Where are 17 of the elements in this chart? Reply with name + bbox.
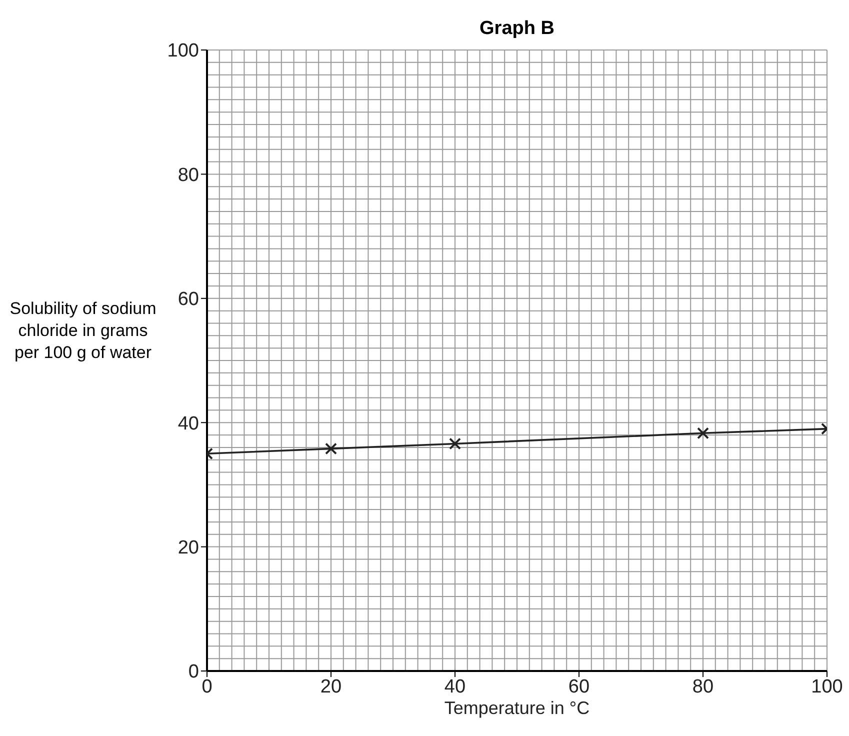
x-tick-label: 100 [811, 676, 843, 698]
y-tick-label: 60 [178, 289, 199, 310]
x-axis-title: Temperature in °C [444, 698, 590, 718]
y-tick-label: 40 [178, 413, 199, 434]
x-tick-label: 40 [444, 676, 466, 698]
y-tick-label: 0 [188, 662, 199, 683]
x-tick-label: 20 [320, 676, 342, 698]
point [325, 442, 337, 455]
x-tick-label: 60 [568, 676, 590, 698]
y-axis-title: Solubility of sodium chloride in grams per 100 g of water [8, 298, 158, 364]
x-tick-label: 80 [692, 676, 714, 698]
point [449, 438, 461, 450]
y-tick-label: 80 [178, 164, 199, 186]
y-tick-label: 20 [178, 538, 199, 559]
chart-title: Graph B [478, 18, 556, 40]
y-tick-label: 100 [167, 40, 199, 62]
x-tick-label: 0 [202, 676, 212, 698]
